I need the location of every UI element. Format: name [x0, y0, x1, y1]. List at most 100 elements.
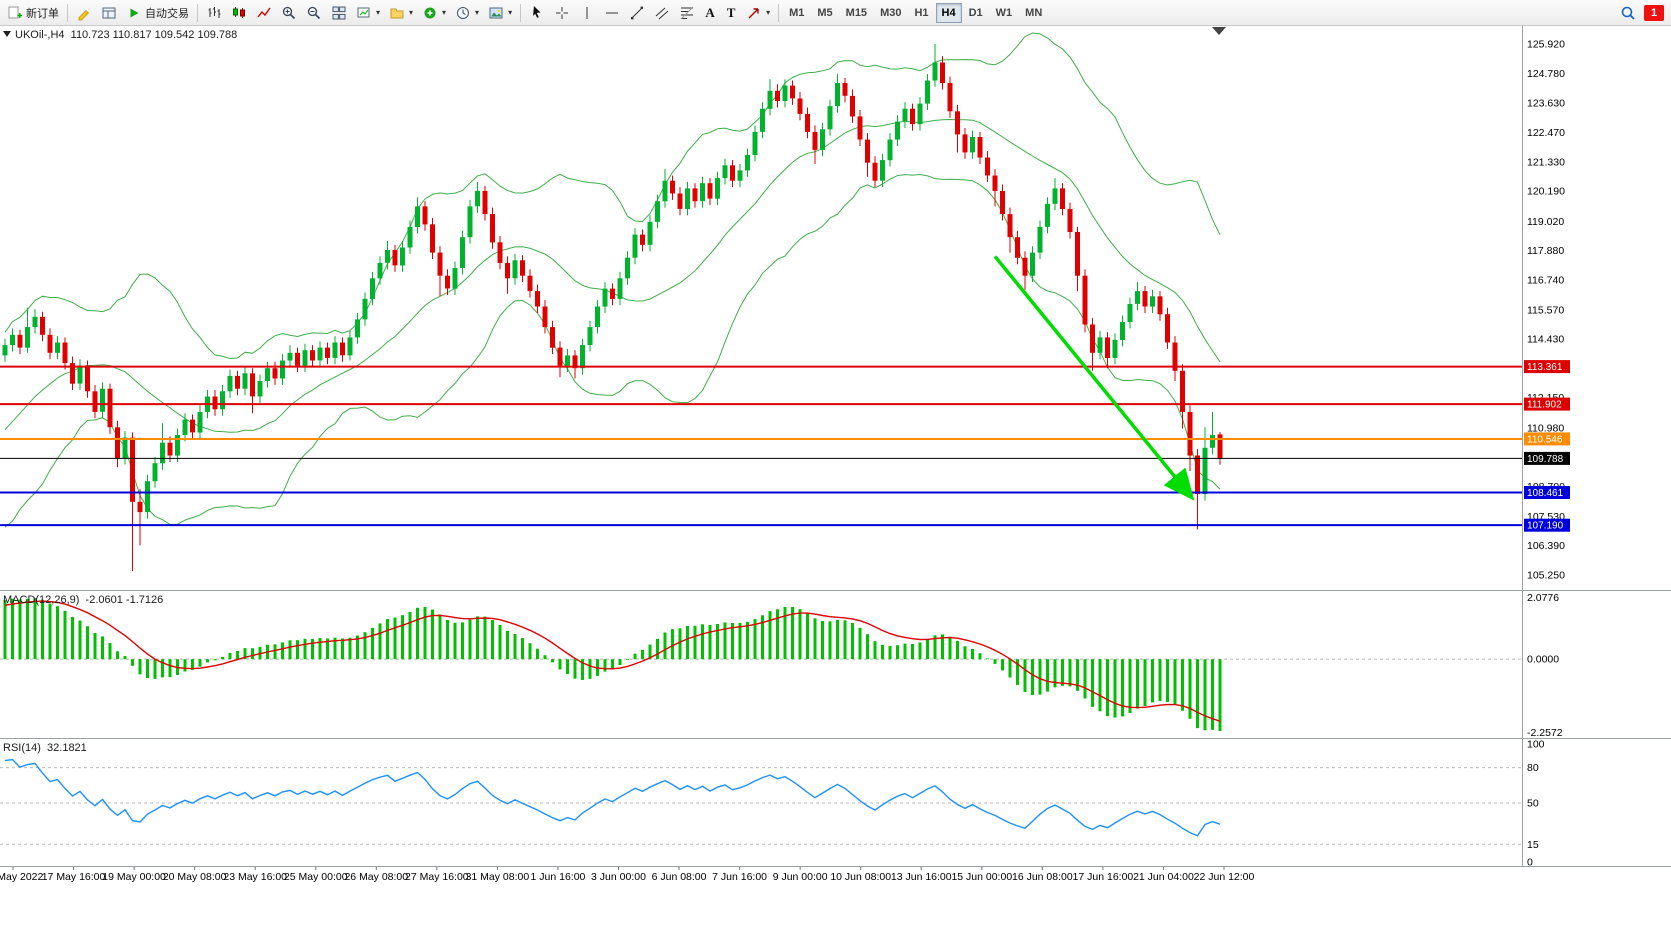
timeframe-button-w1[interactable]: W1: [990, 3, 1019, 23]
svg-text:19 May 00:00: 19 May 00:00: [102, 871, 166, 883]
svg-text:121.330: 121.330: [1527, 156, 1565, 168]
horizontal-line-icon: [606, 12, 619, 13]
notification-badge[interactable]: 1: [1644, 4, 1664, 21]
candle: [595, 306, 600, 328]
candle: [287, 352, 293, 361]
candle: [92, 391, 98, 412]
data-window-button[interactable]: [97, 3, 121, 23]
candle: [460, 237, 465, 268]
candle: [812, 131, 818, 150]
candle: [467, 206, 473, 238]
candle: [1127, 304, 1133, 322]
candle: [137, 501, 143, 513]
indicators-button[interactable]: [418, 3, 450, 23]
svg-text:23 May 16:00: 23 May 16:00: [223, 871, 287, 883]
arrows-tool-button[interactable]: [742, 3, 774, 23]
crosshair-icon: [556, 6, 569, 19]
candlestick-chart-button[interactable]: [227, 3, 251, 23]
timeframe-button-m5[interactable]: M5: [811, 3, 838, 23]
tile-windows-button[interactable]: [327, 3, 351, 23]
horizontal-line-button[interactable]: [600, 3, 624, 23]
zoom-out-button[interactable]: [302, 3, 326, 23]
svg-text:107.190: 107.190: [1527, 521, 1564, 532]
macd-plot: [0, 598, 1522, 731]
timeframe-toolbar: M1 M5 M15 M30 H1 H4 D1 W1 MN: [783, 2, 1048, 23]
candle: [145, 481, 150, 512]
candle: [1022, 257, 1028, 276]
candle: [625, 257, 630, 279]
candle: [1210, 435, 1215, 448]
autotrading-button[interactable]: 自动交易: [122, 3, 193, 23]
svg-text:106.390: 106.390: [1527, 540, 1565, 552]
channel-button[interactable]: [650, 3, 674, 23]
svg-text:-2.2572: -2.2572: [1527, 727, 1563, 739]
horizontal-lines: [0, 365, 1522, 527]
cursor-button[interactable]: [525, 3, 549, 23]
text-tool-icon: A: [705, 4, 715, 20]
price-tag: [1524, 360, 1570, 374]
metaeditor-button[interactable]: [72, 3, 96, 23]
timeframe-button-h1[interactable]: H1: [908, 3, 934, 23]
timeframe-button-m30[interactable]: M30: [874, 3, 907, 23]
zoom-in-button[interactable]: [277, 3, 301, 23]
candle: [2, 345, 8, 356]
svg-text:13 Jun 16:00: 13 Jun 16:00: [891, 871, 952, 883]
templates-button[interactable]: [484, 3, 516, 23]
fibonacci-button[interactable]: [675, 3, 699, 23]
text-tool-button[interactable]: A: [700, 3, 720, 23]
chart-shift-marker[interactable]: [1212, 27, 1226, 35]
toolbar-separator: [197, 3, 198, 22]
candle: [437, 252, 443, 276]
candle: [40, 316, 45, 335]
candle: [265, 368, 270, 381]
candle: [160, 442, 165, 464]
price-tag: [1524, 432, 1570, 446]
svg-text:27 May 16:00: 27 May 16:00: [405, 871, 469, 883]
candle: [310, 350, 315, 361]
new-chart-button[interactable]: [352, 3, 384, 23]
candle: [782, 85, 788, 101]
candle: [430, 224, 435, 253]
timeframe-button-d1[interactable]: D1: [963, 3, 989, 23]
label-tool-button[interactable]: T: [721, 3, 741, 23]
candle: [475, 190, 480, 207]
vertical-line-button[interactable]: [575, 3, 599, 23]
crosshair-button[interactable]: [550, 3, 574, 23]
profiles-button[interactable]: [385, 3, 417, 23]
candle: [1195, 455, 1200, 494]
timeframe-button-m1[interactable]: M1: [783, 3, 810, 23]
candle: [550, 327, 555, 348]
candle: [542, 306, 548, 328]
new-order-button[interactable]: 新订单: [3, 3, 63, 23]
periods-icon: [457, 6, 470, 19]
trendline-button[interactable]: [625, 3, 649, 23]
bar-chart-button[interactable]: [202, 3, 226, 23]
periods-button[interactable]: [451, 3, 483, 23]
new-order-label: 新订单: [26, 7, 59, 20]
candle: [940, 62, 945, 84]
metaeditor-icon: [78, 9, 89, 20]
timeframe-button-m15[interactable]: M15: [840, 3, 873, 23]
line-chart-button[interactable]: [252, 3, 276, 23]
candle: [647, 221, 653, 245]
timeframe-button-mn[interactable]: MN: [1019, 3, 1048, 23]
svg-text:16 Jun 08:00: 16 Jun 08:00: [1012, 871, 1073, 883]
candle: [452, 268, 458, 289]
panel-frame: [0, 26, 1671, 867]
candle: [685, 188, 690, 209]
candle: [10, 334, 15, 346]
candle: [1172, 342, 1178, 371]
search-button[interactable]: [1616, 3, 1640, 23]
svg-text:21 Jun 04:00: 21 Jun 04:00: [1133, 871, 1194, 883]
timeframe-button-h4[interactable]: H4: [935, 2, 962, 23]
price-axis: 125.920 124.780 123.630 122.470 121.330 120.1…: [1527, 39, 1565, 582]
candle: [70, 363, 75, 384]
candle: [587, 327, 593, 346]
candle: [107, 388, 113, 428]
indicators-icon: [424, 7, 436, 18]
one-click-trading-toggle[interactable]: [3, 31, 11, 37]
candle: [1112, 339, 1118, 358]
trend-arrow[interactable]: [993, 255, 1195, 501]
toolbar-separator: [520, 3, 522, 22]
